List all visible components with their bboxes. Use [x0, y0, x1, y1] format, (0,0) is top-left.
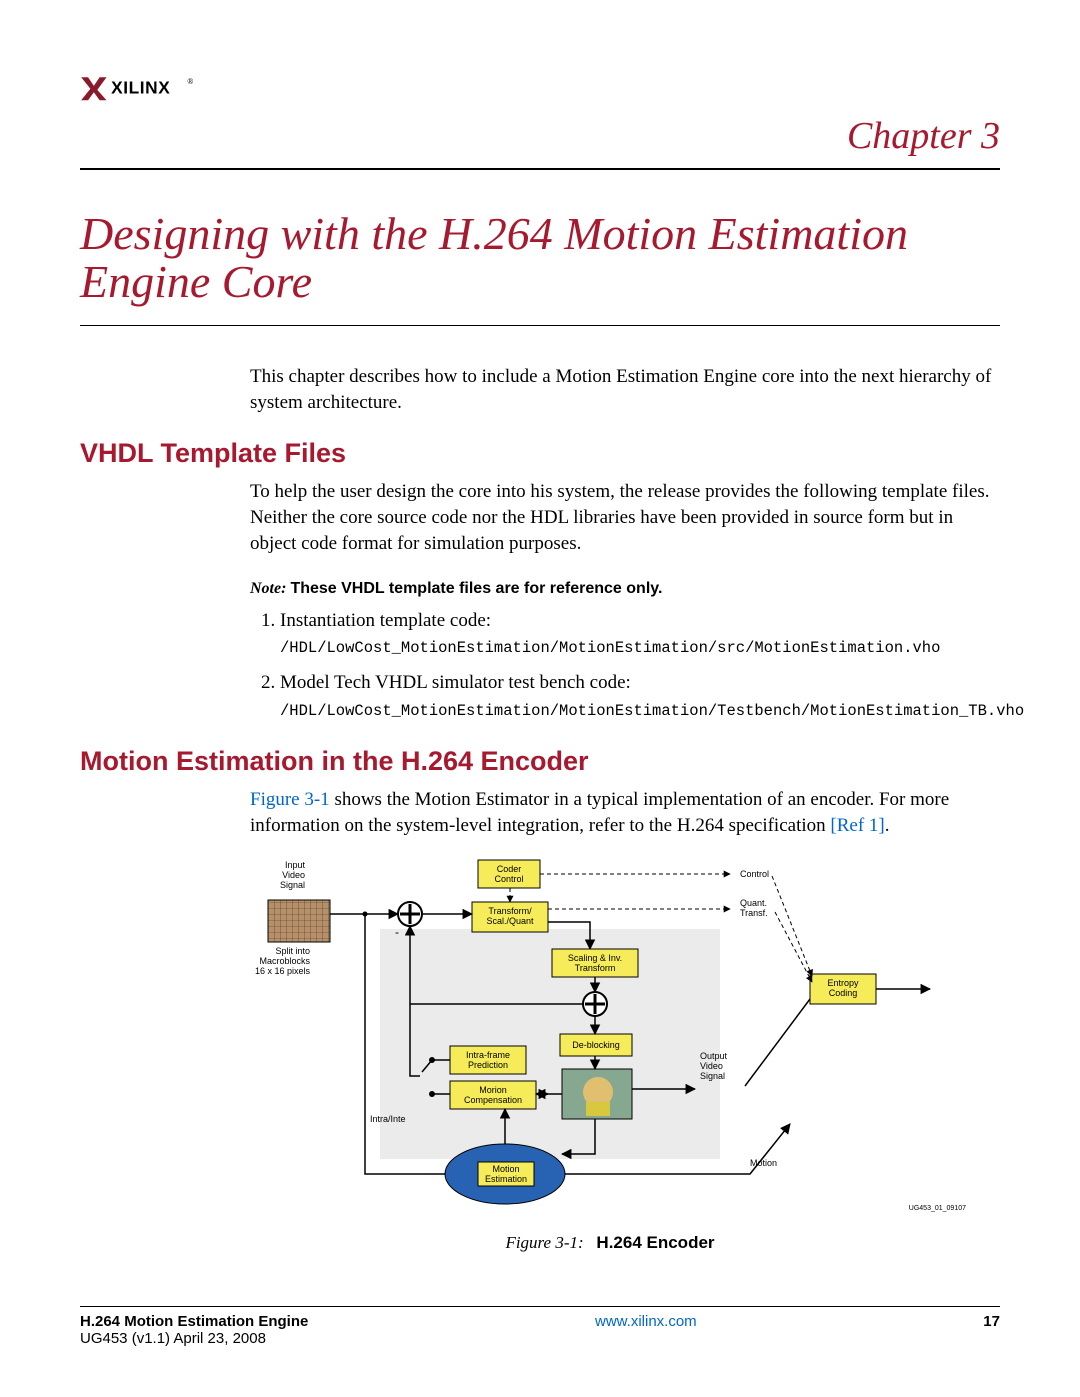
label-split: Split intoMacroblocks16 x 16 pixels	[255, 946, 311, 976]
rule-title	[80, 325, 1000, 326]
svg-text:EntropyCoding: EntropyCoding	[827, 978, 859, 998]
ref-link[interactable]: [Ref 1]	[830, 815, 884, 836]
footer-title: H.264 Motion Estimation Engine	[80, 1313, 308, 1330]
list-item: Instantiation template code: /HDL/LowCos…	[280, 608, 1000, 660]
section-heading-motion: Motion Estimation in the H.264 Encoder	[80, 746, 1000, 777]
label-input: InputVideoSignal	[280, 860, 306, 890]
section-heading-vhdl: VHDL Template Files	[80, 438, 1000, 469]
logo: XILINX ®	[80, 70, 1000, 104]
logo-text: XILINX	[111, 77, 170, 97]
footer-page: 17	[983, 1313, 1000, 1347]
intro-paragraph: This chapter describes how to include a …	[250, 364, 1000, 416]
note-text: These VHDL template files are for refere…	[290, 580, 662, 597]
sum-node-1	[398, 902, 422, 926]
label-quant: Quant.Transf.	[740, 898, 768, 918]
chapter-label: Chapter 3	[80, 114, 1000, 158]
svg-text:CoderControl: CoderControl	[494, 864, 523, 884]
section1-paragraph: To help the user design the core into hi…	[250, 479, 1000, 558]
figure-ref-link[interactable]: Figure 3-1	[250, 789, 330, 810]
bg-gray	[380, 929, 720, 1159]
list-item: Model Tech VHDL simulator test bench cod…	[280, 670, 1000, 722]
figure-encoder-diagram: InputVideoSignal Split intoMacroblocks16…	[250, 854, 970, 1253]
section2-paragraph: Figure 3-1 shows the Motion Estimator in…	[250, 787, 1000, 839]
chapter-title: Designing with the H.264 Motion Estimati…	[80, 210, 1000, 307]
page-footer: H.264 Motion Estimation Engine UG453 (v1…	[80, 1306, 1000, 1347]
para-end: .	[885, 815, 890, 836]
template-file-list: Instantiation template code: /HDL/LowCos…	[280, 608, 1000, 723]
svg-text:De-blocking: De-blocking	[572, 1040, 620, 1050]
svg-text:-: -	[395, 925, 399, 939]
sum-node-2	[583, 992, 607, 1016]
note-prefix: Note:	[250, 580, 286, 597]
figure-caption-prefix: Figure 3-1:	[505, 1233, 583, 1252]
rule-top	[80, 168, 1000, 170]
footer-left: H.264 Motion Estimation Engine UG453 (v1…	[80, 1313, 308, 1347]
svg-text:Transform/Scal./Quant: Transform/Scal./Quant	[486, 906, 534, 926]
label-control: Control	[740, 869, 769, 879]
svg-text:®: ®	[187, 77, 193, 86]
note-line: Note: These VHDL template files are for …	[250, 580, 1000, 598]
macroblock-thumb	[268, 900, 330, 942]
figure-caption-title: H.264 Encoder	[596, 1233, 714, 1252]
svg-text:Scaling & Inv.Transform: Scaling & Inv.Transform	[568, 953, 622, 973]
figure-doc-id: UG453_01_09107	[909, 1205, 966, 1212]
footer-url[interactable]: www.xilinx.com	[595, 1313, 697, 1347]
svg-text:Intra-framePrediction: Intra-framePrediction	[466, 1050, 510, 1070]
xilinx-logo-icon: XILINX ®	[80, 70, 230, 104]
footer-sub: UG453 (v1.1) April 23, 2008	[80, 1330, 266, 1347]
file-path: /HDL/LowCost_MotionEstimation/MotionEsti…	[280, 638, 1000, 660]
label-output: OutputVideoSignal	[700, 1051, 728, 1081]
figure-caption: Figure 3-1: H.264 Encoder	[250, 1233, 970, 1253]
list-label: Instantiation template code:	[280, 610, 491, 631]
list-label: Model Tech VHDL simulator test bench cod…	[280, 672, 631, 693]
label-intra-inte: Intra/Inte	[370, 1114, 406, 1124]
file-path: /HDL/LowCost_MotionEstimation/MotionEsti…	[280, 701, 1000, 723]
label-motion: Motion	[750, 1158, 777, 1168]
